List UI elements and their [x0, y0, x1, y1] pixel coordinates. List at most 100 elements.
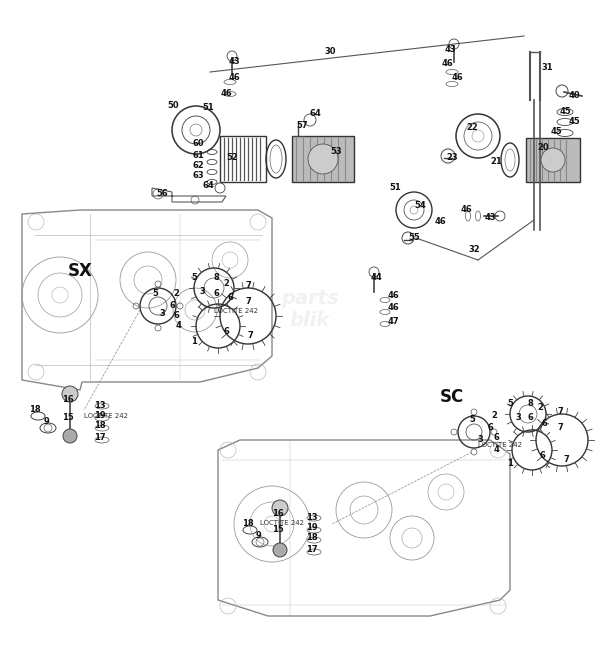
Text: 46: 46: [387, 292, 399, 301]
Circle shape: [272, 500, 288, 516]
Text: 4: 4: [493, 446, 499, 455]
Text: 7: 7: [245, 282, 251, 290]
Text: 19: 19: [306, 524, 318, 533]
Text: 2: 2: [173, 290, 179, 299]
Text: 2: 2: [223, 280, 229, 288]
Text: 13: 13: [306, 514, 318, 522]
Text: 8: 8: [527, 399, 533, 408]
Text: 21: 21: [490, 157, 502, 167]
Text: 47: 47: [387, 317, 399, 327]
Text: 46: 46: [441, 59, 453, 69]
Text: 19: 19: [94, 412, 106, 420]
Text: 13: 13: [94, 401, 106, 410]
Text: 61: 61: [192, 151, 204, 159]
Text: 6: 6: [227, 293, 233, 303]
Text: 46: 46: [387, 303, 399, 313]
Text: 2: 2: [491, 412, 497, 420]
Text: 4: 4: [175, 321, 181, 330]
Text: 9: 9: [255, 531, 261, 541]
Text: 43: 43: [444, 46, 456, 54]
Text: SX: SX: [68, 262, 93, 280]
Text: LOCTITE 242: LOCTITE 242: [84, 413, 128, 419]
Text: 30: 30: [324, 48, 336, 56]
Text: 18: 18: [242, 520, 254, 529]
Text: 7: 7: [557, 424, 563, 432]
Text: 62: 62: [192, 161, 204, 169]
Text: 31: 31: [541, 63, 553, 73]
Text: 16: 16: [62, 395, 74, 405]
Text: 55: 55: [408, 233, 420, 243]
Bar: [292, 136, 354, 182]
Text: 46: 46: [228, 73, 240, 83]
Bar: [526, 138, 580, 182]
Circle shape: [63, 429, 77, 443]
Text: 45: 45: [568, 118, 580, 126]
Text: 18: 18: [94, 422, 106, 430]
Text: 46: 46: [434, 217, 446, 227]
Text: 2: 2: [537, 403, 543, 412]
Text: 52: 52: [226, 153, 238, 163]
Circle shape: [273, 543, 287, 557]
Text: 16: 16: [272, 510, 284, 518]
Text: 17: 17: [306, 545, 318, 555]
Text: 45: 45: [550, 128, 562, 137]
Text: 23: 23: [446, 153, 458, 163]
Text: 3: 3: [199, 288, 205, 297]
Text: 6: 6: [487, 424, 493, 432]
Text: 3: 3: [159, 309, 165, 319]
Text: 40: 40: [568, 91, 580, 100]
Text: 15: 15: [272, 525, 284, 535]
Text: 53: 53: [330, 147, 342, 157]
Circle shape: [62, 386, 78, 402]
Text: 7: 7: [563, 455, 569, 465]
Text: 56: 56: [156, 190, 168, 198]
Text: 3: 3: [515, 414, 521, 422]
Text: 6: 6: [493, 434, 499, 442]
Text: SC: SC: [440, 388, 464, 406]
Text: 5: 5: [507, 399, 513, 408]
Text: 6: 6: [173, 311, 179, 321]
Text: 7: 7: [245, 297, 251, 307]
Text: 51: 51: [389, 184, 401, 192]
Text: 7: 7: [557, 407, 563, 416]
Circle shape: [541, 148, 565, 172]
Text: LOCTITE 242: LOCTITE 242: [478, 442, 522, 448]
Text: 6: 6: [213, 290, 219, 299]
Text: 17: 17: [94, 432, 106, 442]
Text: 18: 18: [29, 405, 41, 414]
Text: 43: 43: [228, 58, 240, 67]
Text: 1: 1: [507, 459, 513, 469]
Text: 54: 54: [414, 202, 426, 210]
Text: 45: 45: [559, 108, 571, 116]
Text: 7: 7: [247, 332, 253, 340]
Text: 1: 1: [191, 338, 197, 346]
Text: 57: 57: [296, 122, 308, 130]
Text: 64: 64: [309, 110, 321, 118]
Text: 18: 18: [306, 533, 318, 543]
Text: 6: 6: [541, 420, 547, 428]
Text: 44: 44: [370, 274, 382, 282]
Text: 64: 64: [202, 180, 214, 190]
Text: LOCTITE 242: LOCTITE 242: [214, 308, 258, 314]
Text: 3: 3: [477, 436, 483, 444]
Text: 32: 32: [468, 245, 480, 254]
Text: 22: 22: [466, 124, 478, 132]
Text: 6: 6: [539, 451, 545, 461]
Bar: [220, 136, 266, 182]
Text: 6: 6: [223, 327, 229, 336]
Text: 5: 5: [152, 290, 158, 299]
Text: parts
blik: parts blik: [281, 290, 339, 330]
Text: 6: 6: [527, 414, 533, 422]
Text: 46: 46: [460, 206, 472, 215]
Text: 6: 6: [169, 301, 175, 311]
Text: 60: 60: [192, 139, 204, 149]
Text: 63: 63: [192, 171, 204, 180]
Text: 9: 9: [43, 418, 49, 426]
Text: 20: 20: [537, 143, 549, 153]
Text: 43: 43: [484, 214, 496, 223]
Text: 8: 8: [213, 274, 219, 282]
Circle shape: [308, 144, 338, 174]
Text: 46: 46: [220, 89, 232, 98]
Text: 5: 5: [191, 274, 197, 282]
Text: 15: 15: [62, 414, 74, 422]
